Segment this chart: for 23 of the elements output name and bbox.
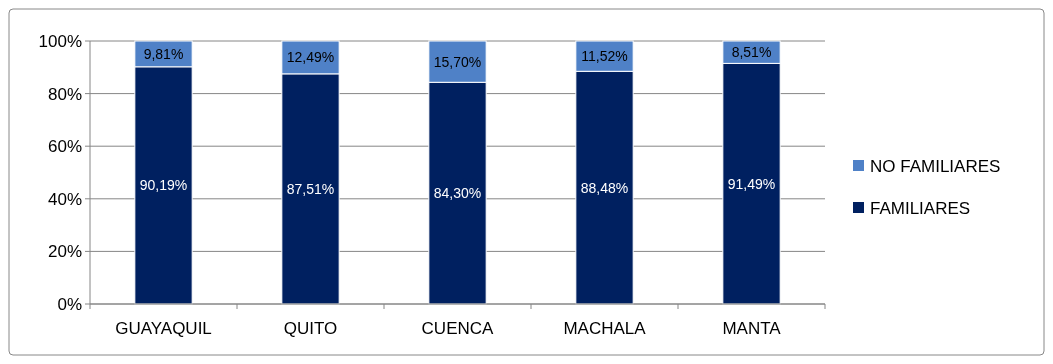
- y-tick-label: 40%: [47, 189, 82, 209]
- x-tick-label: GUAYAQUIL: [115, 319, 212, 338]
- data-label: 87,51%: [286, 180, 335, 197]
- legend-label: NO FAMILIARES: [870, 157, 1001, 176]
- y-tick-label: 80%: [47, 84, 82, 104]
- x-tick-label: CUENCA: [421, 319, 495, 338]
- y-tick-label: 60%: [47, 137, 82, 157]
- data-label: 90,19%: [139, 177, 188, 194]
- data-label: 9,81%: [143, 45, 184, 62]
- data-label: 8,51%: [731, 44, 772, 61]
- y-tick-label: 20%: [47, 242, 82, 262]
- legend-label: FAMILIARES: [870, 199, 971, 218]
- data-label: 91,49%: [727, 175, 776, 192]
- data-label: 12,49%: [286, 49, 335, 66]
- data-label: 15,70%: [433, 53, 482, 70]
- data-label: 11,52%: [581, 48, 628, 65]
- y-tick-label: 100%: [38, 32, 82, 51]
- data-label: 84,30%: [433, 185, 482, 202]
- x-tick-label: QUITO: [283, 319, 338, 338]
- x-tick-label: MANTA: [722, 319, 782, 338]
- y-tick-label: 0%: [57, 295, 82, 314]
- x-tick-label: MACHALA: [563, 319, 647, 338]
- data-label: 88,48%: [580, 179, 629, 196]
